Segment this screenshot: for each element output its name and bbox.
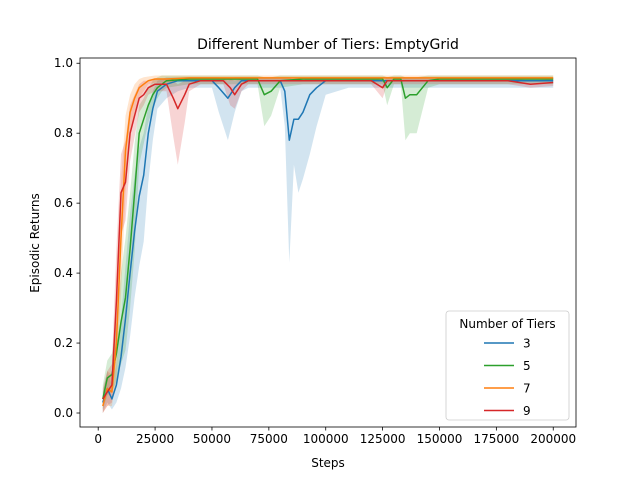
y-axis-label: Episodic Returns <box>28 193 42 293</box>
x-axis-label: Steps <box>311 456 345 470</box>
series-line-9 <box>102 79 554 400</box>
y-tick-label: 0.8 <box>54 126 73 140</box>
y-tick-label: 0.0 <box>54 406 73 420</box>
y-tick-label: 0.6 <box>54 196 73 210</box>
series-line-7 <box>102 77 554 407</box>
y-tick-label: 0.4 <box>54 266 73 280</box>
x-tick-label: 75000 <box>250 432 288 446</box>
series-lines <box>102 77 554 407</box>
x-tick-label: 0 <box>94 432 102 446</box>
x-tick-label: 50000 <box>193 432 231 446</box>
plot-frame <box>79 57 577 428</box>
legend-title: Number of Tiers <box>459 317 555 331</box>
y-tick-label: 0.2 <box>54 336 73 350</box>
legend-label-9: 9 <box>523 404 531 418</box>
series-line-5 <box>102 78 554 400</box>
x-tick-label: 125000 <box>360 432 406 446</box>
x-tick-label: 200000 <box>530 432 576 446</box>
legend-label-7: 7 <box>523 382 531 396</box>
confidence-band-3 <box>102 77 554 413</box>
y-axis-ticks: 0.0 0.2 0.4 0.6 0.8 1.0 <box>54 56 80 420</box>
legend-items: 3 5 7 9 <box>484 337 531 418</box>
chart-title: Different Number of Tiers: EmptyGrid <box>197 37 459 53</box>
legend-label-5: 5 <box>523 359 531 373</box>
legend: Number of Tiers 3 5 7 9 <box>445 310 570 421</box>
x-tick-label: 150000 <box>417 432 463 446</box>
x-tick-label: 25000 <box>136 432 174 446</box>
x-axis-ticks: 0 25000 50000 75000 100000 125000 150000 175000… <box>94 427 576 446</box>
x-tick-label: 175000 <box>473 432 519 446</box>
legend-label-3: 3 <box>523 337 531 351</box>
x-tick-label: 100000 <box>303 432 349 446</box>
y-tick-label: 1.0 <box>54 56 73 70</box>
